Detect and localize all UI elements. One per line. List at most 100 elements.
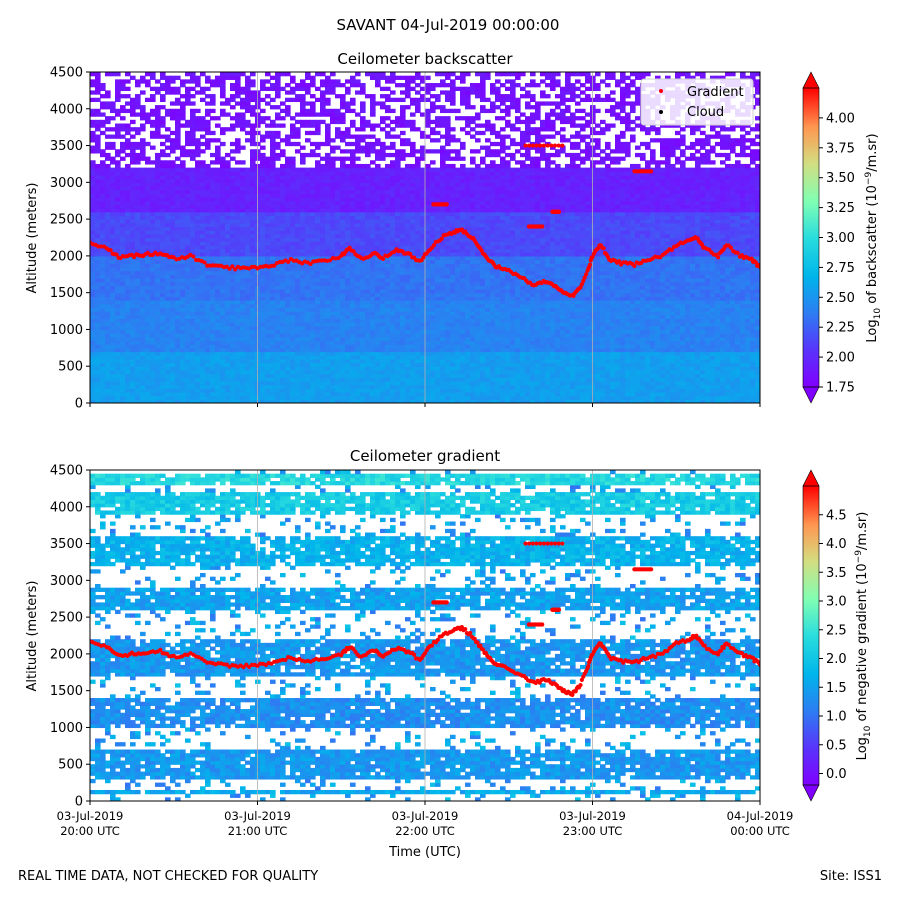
heatmap-cell xyxy=(180,266,186,272)
heatmap-cell xyxy=(540,303,546,308)
heatmap-cell xyxy=(190,395,196,400)
heatmap-cell xyxy=(735,292,741,297)
heatmap-cell xyxy=(575,369,581,375)
heatmap-cell xyxy=(280,366,286,371)
heatmap-cell xyxy=(685,384,691,389)
heatmap-cell xyxy=(175,344,181,349)
heatmap-cell xyxy=(320,296,326,301)
heatmap-cell xyxy=(575,344,581,349)
heatmap-cell xyxy=(660,358,666,364)
heatmap-cell xyxy=(560,307,566,312)
heatmap-cell xyxy=(705,355,711,360)
heatmap-cell xyxy=(365,274,371,279)
heatmap-cell xyxy=(205,351,211,356)
heatmap-cell xyxy=(690,336,696,342)
heatmap-cell xyxy=(575,266,581,272)
heatmap-cell xyxy=(560,303,566,308)
heatmap-cell xyxy=(240,373,246,378)
heatmap-cell xyxy=(120,377,126,382)
heatmap-cell xyxy=(470,344,476,349)
heatmap-cell xyxy=(495,351,501,356)
heatmap-cell xyxy=(640,277,646,283)
heatmap-cell xyxy=(305,314,311,320)
heatmap-cell xyxy=(165,266,171,272)
heatmap-cell xyxy=(335,336,341,342)
heatmap-cell xyxy=(560,329,566,334)
heatmap-cell xyxy=(325,399,331,403)
heatmap-cell xyxy=(315,322,321,327)
heatmap-cell xyxy=(205,281,211,286)
heatmap-cell xyxy=(685,351,691,356)
heatmap-cell xyxy=(655,395,661,400)
heatmap-cell xyxy=(320,391,326,397)
heatmap-cell xyxy=(265,307,271,312)
heatmap-cell xyxy=(335,380,341,386)
heatmap-cell xyxy=(170,300,176,305)
heatmap-cell xyxy=(230,281,236,286)
heatmap-cell xyxy=(115,300,121,305)
heatmap-cell xyxy=(490,362,496,367)
heatmap-cell xyxy=(140,351,146,356)
heatmap-cell xyxy=(715,380,721,386)
heatmap-cell xyxy=(435,399,441,403)
heatmap-cell xyxy=(525,336,531,342)
heatmap-cell xyxy=(360,384,366,389)
heatmap-cell xyxy=(125,347,131,353)
heatmap-cell xyxy=(560,391,566,397)
heatmap-cell xyxy=(585,292,591,297)
heatmap-cell xyxy=(715,395,721,400)
heatmap-cell xyxy=(310,285,316,290)
heatmap-cell xyxy=(155,344,161,349)
heatmap-cell xyxy=(345,336,351,342)
heatmap-cell xyxy=(460,274,466,279)
heatmap-cell xyxy=(115,369,121,375)
heatmap-cell xyxy=(185,388,191,393)
heatmap-cell xyxy=(470,296,476,301)
heatmap-cell xyxy=(90,388,96,393)
heatmap-cell xyxy=(500,318,506,323)
heatmap-cell xyxy=(265,362,271,367)
heatmap-cell xyxy=(205,340,211,345)
heatmap-cell xyxy=(570,322,576,327)
heatmap-cell xyxy=(540,362,546,367)
heatmap-cell xyxy=(95,263,101,268)
heatmap-cell xyxy=(280,380,286,386)
heatmap-cell xyxy=(325,329,331,334)
heatmap-cell xyxy=(450,355,456,360)
heatmap-cell xyxy=(265,292,271,297)
heatmap-cell xyxy=(325,347,331,353)
heatmap-cell xyxy=(460,318,466,323)
heatmap-cell xyxy=(210,307,216,312)
heatmap-cell xyxy=(110,336,116,342)
heatmap-cell xyxy=(555,318,561,323)
heatmap-cell xyxy=(615,366,621,371)
heatmap-cell xyxy=(620,369,626,375)
heatmap-cell xyxy=(710,329,716,334)
heatmap-cell xyxy=(160,318,166,323)
heatmap-cell xyxy=(525,399,531,403)
heatmap-cell xyxy=(170,347,176,353)
heatmap-cell xyxy=(155,395,161,400)
heatmap-cell xyxy=(345,266,351,272)
heatmap-cell xyxy=(315,362,321,367)
heatmap-cell xyxy=(550,288,556,294)
heatmap-cell xyxy=(315,281,321,286)
heatmap-cell xyxy=(715,318,721,323)
heatmap-cell xyxy=(630,395,636,400)
heatmap-cell xyxy=(735,351,741,356)
heatmap-cell xyxy=(150,314,156,320)
heatmap-cell xyxy=(170,377,176,382)
heatmap-cell xyxy=(175,391,181,397)
heatmap-cell xyxy=(605,347,611,353)
heatmap-cell xyxy=(345,307,351,312)
heatmap-cell xyxy=(460,277,466,283)
heatmap-cell xyxy=(695,318,701,323)
heatmap-cell xyxy=(560,281,566,286)
heatmap-cell xyxy=(525,307,531,312)
heatmap-cell xyxy=(715,300,721,305)
heatmap-cell xyxy=(650,351,656,356)
heatmap-cell xyxy=(620,285,626,290)
heatmap-cell xyxy=(665,351,671,356)
heatmap-cell xyxy=(525,373,531,378)
heatmap-cell xyxy=(535,274,541,279)
